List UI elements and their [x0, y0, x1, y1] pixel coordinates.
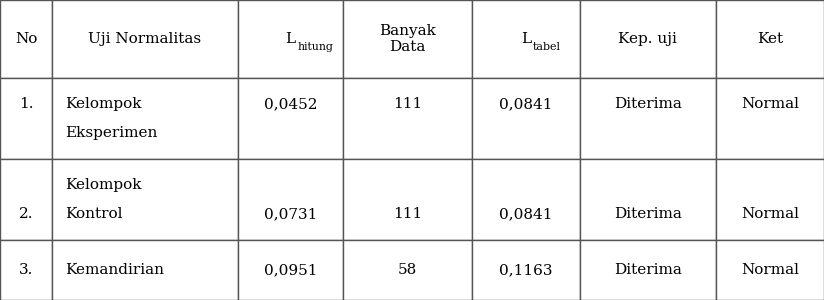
Text: 0,0951: 0,0951 — [264, 263, 317, 277]
Text: 58: 58 — [398, 263, 417, 277]
Text: tabel: tabel — [532, 42, 560, 52]
Bar — [52, 78, 238, 159]
Bar — [580, 159, 715, 240]
Text: Normal: Normal — [741, 207, 798, 221]
Bar — [0, 240, 52, 300]
Bar — [471, 78, 580, 159]
Bar — [238, 78, 344, 159]
Bar — [52, 159, 238, 240]
Bar — [238, 240, 344, 300]
Bar — [0, 0, 52, 78]
Text: Diterima: Diterima — [614, 207, 681, 221]
Text: 0,1163: 0,1163 — [499, 263, 553, 277]
Bar — [238, 159, 344, 240]
Text: Normal: Normal — [741, 263, 798, 277]
Bar — [52, 0, 238, 78]
Text: Kontrol: Kontrol — [65, 207, 123, 221]
Text: Eksperimen: Eksperimen — [65, 126, 157, 140]
Bar — [0, 78, 52, 159]
Text: L: L — [285, 32, 296, 46]
Text: 0,0731: 0,0731 — [264, 207, 317, 221]
Text: 3.: 3. — [19, 263, 33, 277]
Bar — [52, 240, 238, 300]
Text: 0,0841: 0,0841 — [499, 97, 553, 111]
Text: L: L — [521, 32, 531, 46]
Bar — [344, 78, 471, 159]
Text: Kep. uji: Kep. uji — [619, 32, 677, 46]
Text: Normal: Normal — [741, 97, 798, 111]
Text: 1.: 1. — [19, 97, 33, 111]
Bar — [580, 78, 715, 159]
Text: Ket: Ket — [756, 32, 783, 46]
Bar — [238, 0, 344, 78]
Bar — [715, 159, 824, 240]
Text: 111: 111 — [393, 207, 422, 221]
Text: Kelompok: Kelompok — [65, 97, 142, 111]
Text: Kelompok: Kelompok — [65, 178, 142, 192]
Text: hitung: hitung — [297, 42, 333, 52]
Text: Uji Normalitas: Uji Normalitas — [88, 32, 202, 46]
Text: 0,0452: 0,0452 — [264, 97, 317, 111]
Text: Kemandirian: Kemandirian — [65, 263, 164, 277]
Bar — [344, 0, 471, 78]
Bar — [715, 0, 824, 78]
Text: No: No — [15, 32, 37, 46]
Text: Diterima: Diterima — [614, 263, 681, 277]
Bar — [471, 159, 580, 240]
Bar — [580, 0, 715, 78]
Bar — [580, 240, 715, 300]
Bar — [471, 240, 580, 300]
Bar — [344, 159, 471, 240]
Text: Diterima: Diterima — [614, 97, 681, 111]
Text: 111: 111 — [393, 97, 422, 111]
Bar — [471, 0, 580, 78]
Bar — [715, 240, 824, 300]
Text: 0,0841: 0,0841 — [499, 207, 553, 221]
Text: Banyak
Data: Banyak Data — [379, 24, 436, 54]
Bar — [715, 78, 824, 159]
Text: 2.: 2. — [19, 207, 33, 221]
Bar — [0, 159, 52, 240]
Bar — [344, 240, 471, 300]
